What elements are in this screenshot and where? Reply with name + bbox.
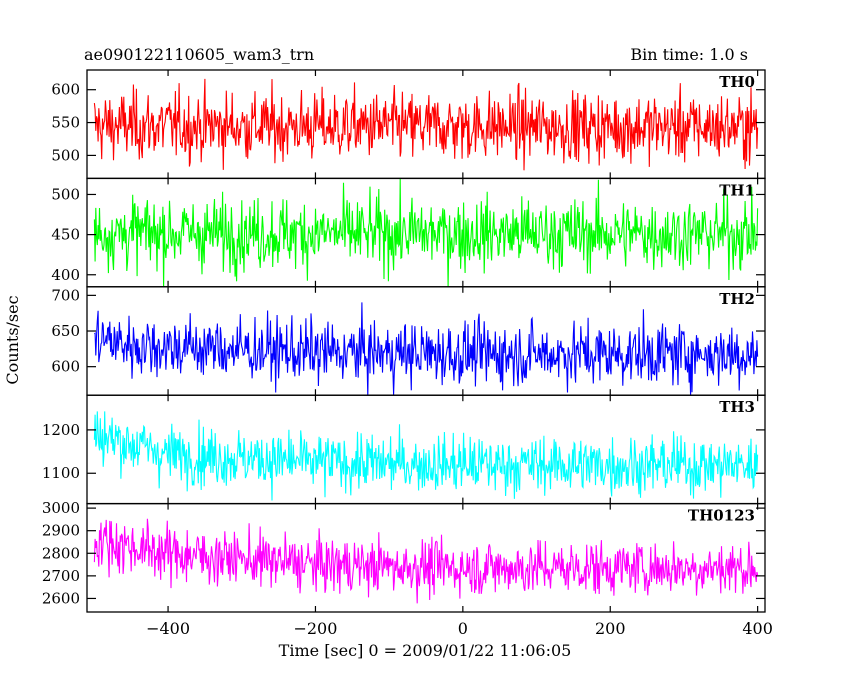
panel-th2: 600 650 700 TH2 (51, 286, 766, 396)
y-tick-label-th1: 450 (51, 226, 80, 244)
y-tick-label-th2: 600 (51, 358, 80, 376)
panel-label-th0123: TH0123 (688, 507, 755, 525)
panel-label-th2: TH2 (719, 290, 755, 308)
x-tick-label: 0 (458, 619, 468, 638)
bin-time-label: Bin time: 1.0 s (630, 45, 748, 64)
y-tick-label-th1: 500 (51, 185, 80, 203)
y-tick-label-th2: 650 (51, 322, 80, 340)
panel-frame-th0123 (86, 502, 766, 613)
y-tick-label-th2: 700 (51, 286, 80, 304)
y-tick-label-th0123: 3000 (42, 499, 80, 517)
y-tick-label-th1: 400 (51, 266, 80, 284)
series-line-th0123 (93, 518, 759, 604)
y-tick-label-th0: 500 (51, 146, 80, 164)
chart-title: ae090122110605_wam3_trn (84, 45, 314, 64)
panel-th1: 400 450 500 TH1 (51, 177, 766, 288)
y-tick-label-th0123: 2600 (42, 589, 80, 607)
y-axis-label: Counts/sec (3, 295, 22, 384)
x-tick-label: 400 (742, 619, 773, 638)
y-tick-label-th0: 550 (51, 114, 80, 132)
x-tick-label: −200 (293, 619, 337, 638)
y-tick-label-th3: 1200 (42, 421, 80, 439)
y-tick-label-th0: 600 (51, 81, 80, 99)
series-line-th2 (94, 302, 759, 396)
panel-label-th1: TH1 (719, 181, 755, 199)
panels-group: 500 550 600 TH0 400 450 500 TH1 600 650 700 TH2 1100… (42, 69, 773, 638)
x-tick-label: −400 (146, 619, 190, 638)
y-tick-label-th0123: 2900 (42, 522, 80, 540)
panel-th0123: 2600 2700 2800 2900 3000 TH0123 (42, 499, 766, 613)
panel-label-th0: TH0 (719, 73, 755, 91)
series-line-th3 (93, 411, 759, 501)
series-line-th1 (93, 178, 759, 287)
y-tick-label-th0123: 2800 (42, 544, 80, 562)
x-axis-label: Time [sec] 0 = 2009/01/22 11:06:05 (279, 641, 572, 660)
panel-th3: 1100 1200 TH3 (42, 394, 766, 505)
x-tick-label: 200 (595, 619, 626, 638)
y-tick-label-th0123: 2700 (42, 567, 80, 585)
y-tick-label-th3: 1100 (42, 464, 80, 482)
series-line-th0 (93, 78, 759, 171)
panel-th0: 500 550 600 TH0 (51, 69, 766, 180)
panel-label-th3: TH3 (719, 398, 755, 416)
